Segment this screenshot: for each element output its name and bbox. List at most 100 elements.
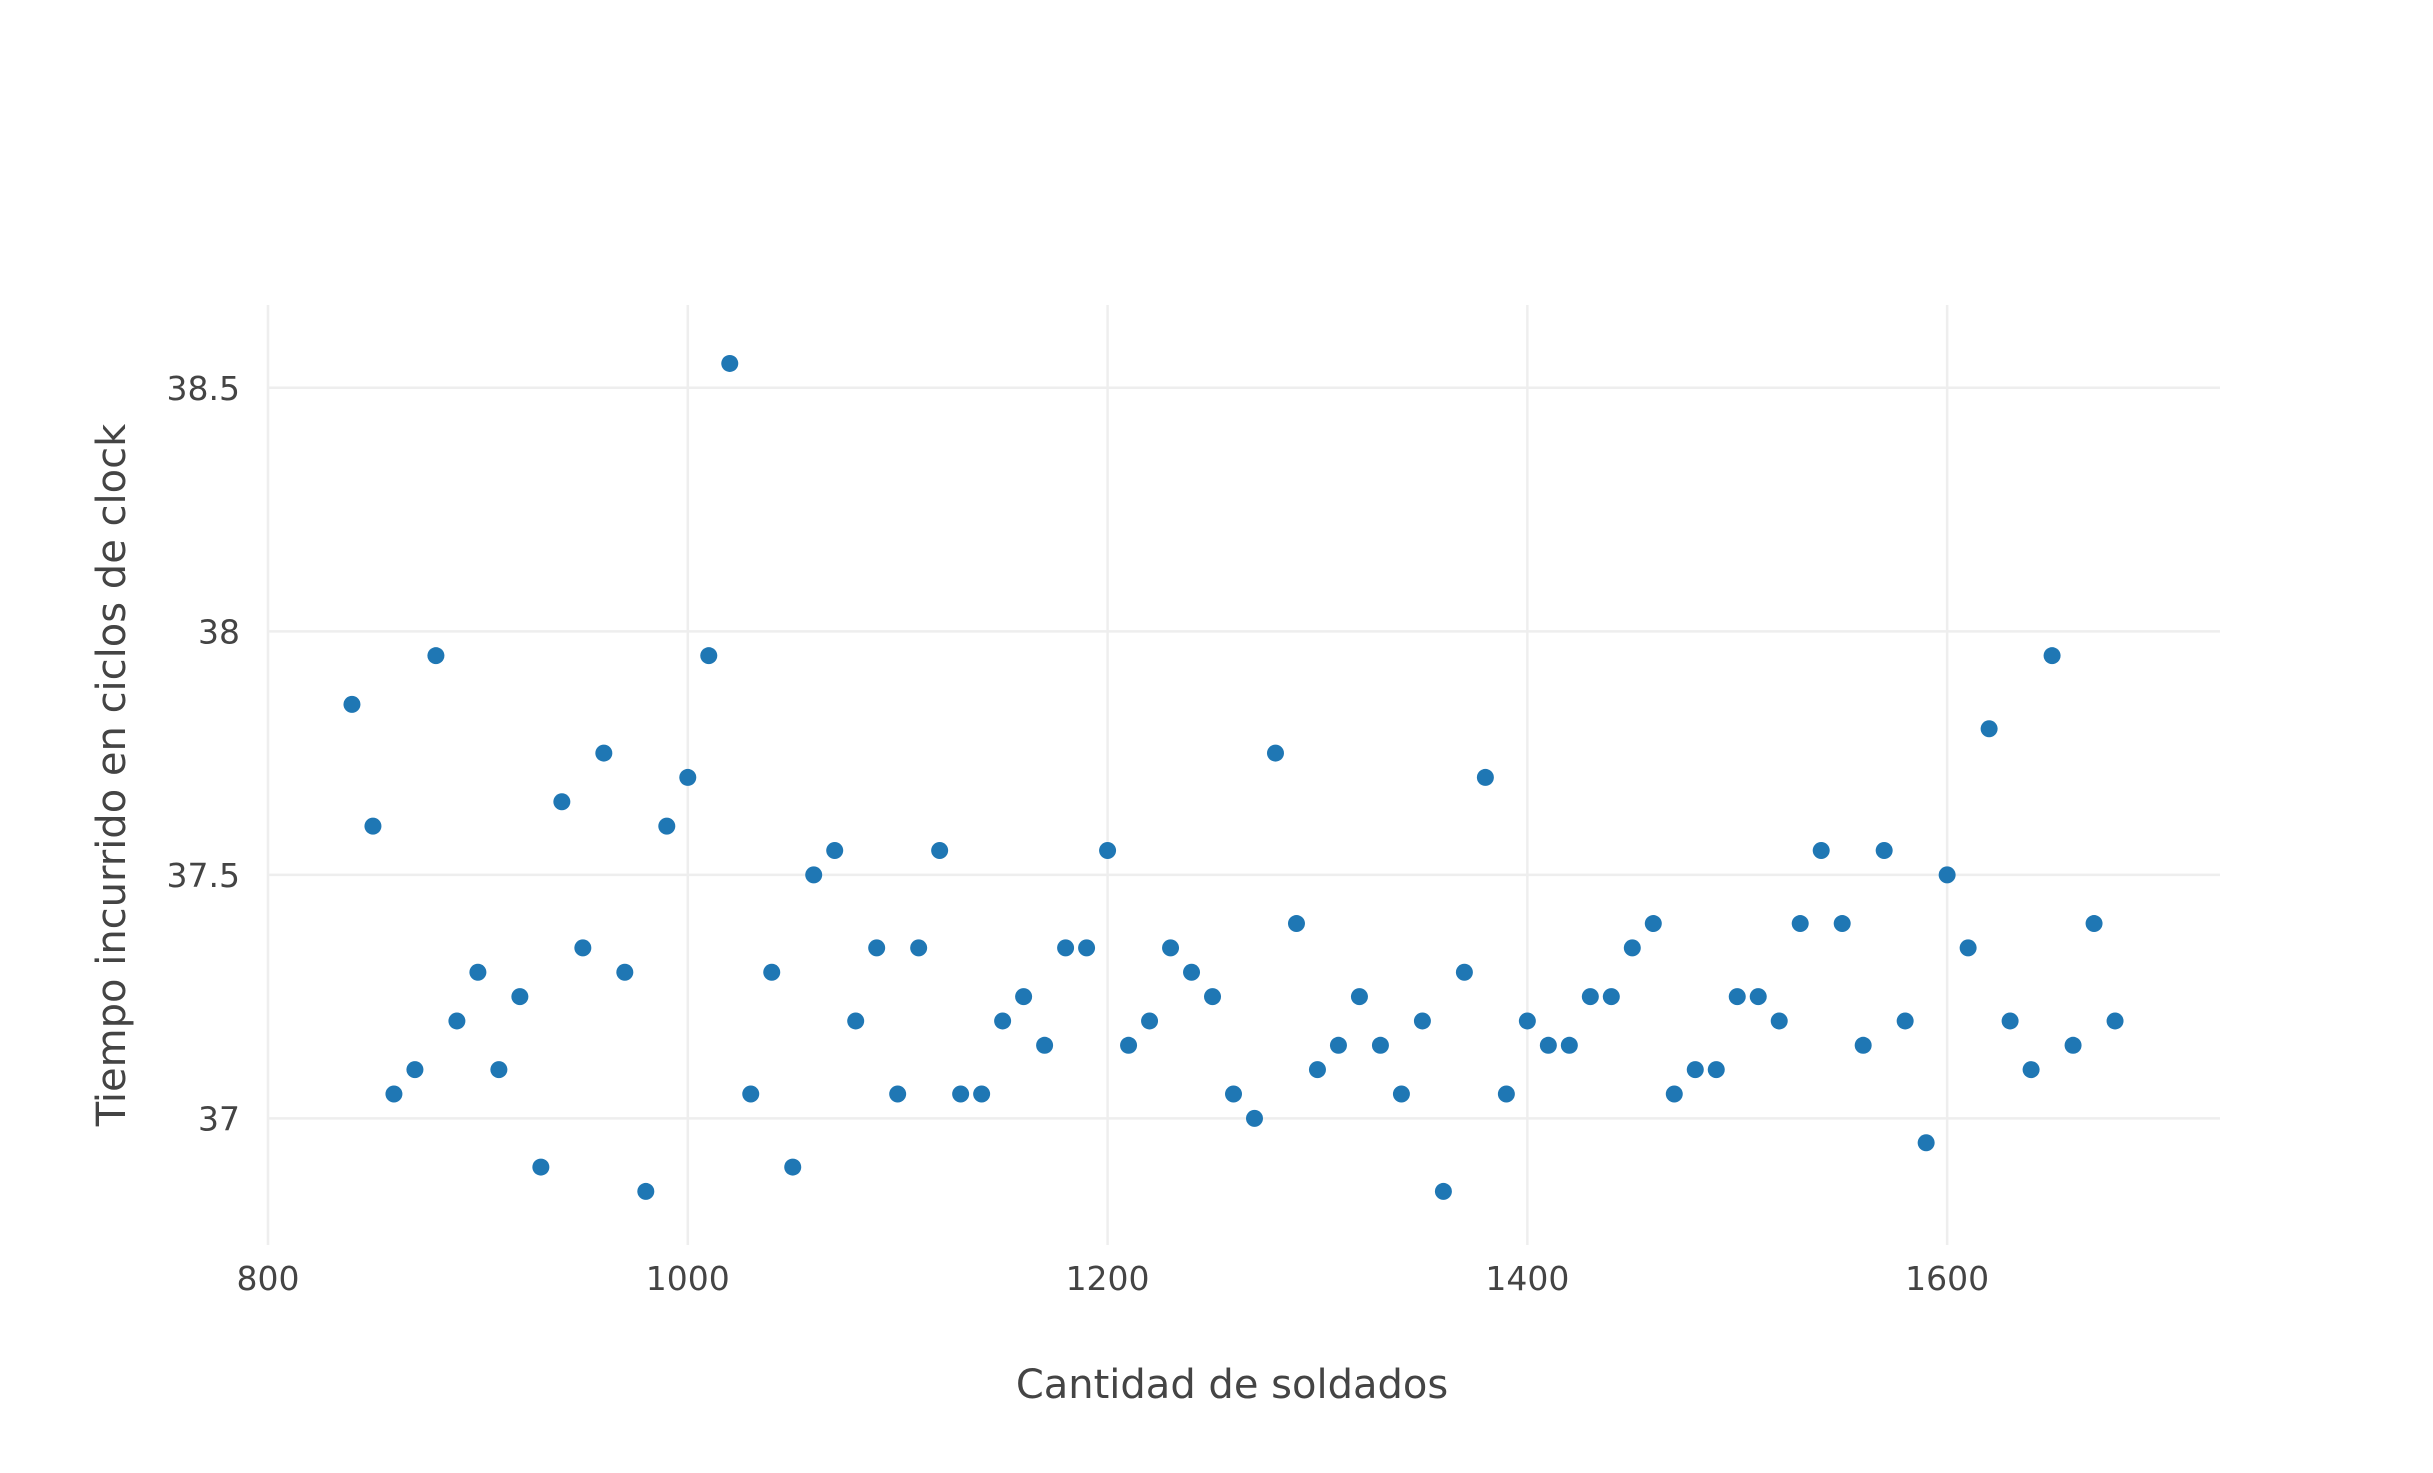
data-point[interactable] — [553, 793, 571, 811]
data-point[interactable] — [1791, 915, 1809, 933]
data-point[interactable] — [1812, 841, 1830, 859]
x-tick-label: 1400 — [1485, 1259, 1569, 1298]
data-point[interactable] — [1455, 963, 1473, 981]
data-point[interactable] — [1623, 939, 1641, 957]
data-point[interactable] — [1581, 988, 1599, 1006]
data-point[interactable] — [1644, 915, 1662, 933]
data-point[interactable] — [1434, 1182, 1452, 1200]
data-point[interactable] — [1245, 1109, 1263, 1127]
data-point[interactable] — [490, 1061, 508, 1079]
data-point[interactable] — [1036, 1036, 1054, 1054]
data-point[interactable] — [1518, 1012, 1536, 1030]
data-point[interactable] — [1308, 1061, 1326, 1079]
data-point[interactable] — [1875, 841, 1893, 859]
data-point[interactable] — [1938, 866, 1956, 884]
data-point[interactable] — [1770, 1012, 1788, 1030]
data-point[interactable] — [385, 1085, 403, 1103]
data-point[interactable] — [1749, 988, 1767, 1006]
data-point[interactable] — [532, 1158, 550, 1176]
data-point[interactable] — [427, 647, 445, 665]
data-point[interactable] — [847, 1012, 865, 1030]
grid-layer — [266, 305, 2220, 1245]
data-point[interactable] — [1854, 1036, 1872, 1054]
data-point[interactable] — [1896, 1012, 1914, 1030]
data-point[interactable] — [511, 988, 529, 1006]
data-point[interactable] — [1329, 1036, 1347, 1054]
data-point[interactable] — [1980, 720, 1998, 738]
data-point[interactable] — [1204, 988, 1222, 1006]
data-point[interactable] — [994, 1012, 1012, 1030]
data-point[interactable] — [826, 841, 844, 859]
data-point[interactable] — [1539, 1036, 1557, 1054]
data-point[interactable] — [1266, 744, 1284, 762]
data-point[interactable] — [1728, 988, 1746, 1006]
x-axis-title: Cantidad de soldados — [1016, 1362, 1448, 1408]
data-point[interactable] — [2001, 1012, 2019, 1030]
data-point[interactable] — [1371, 1036, 1389, 1054]
data-point[interactable] — [1707, 1061, 1725, 1079]
data-point[interactable] — [1287, 915, 1305, 933]
data-point[interactable] — [616, 963, 634, 981]
y-tick-label: 37 — [198, 1099, 240, 1138]
data-point[interactable] — [679, 768, 697, 786]
data-point[interactable] — [742, 1085, 760, 1103]
data-point[interactable] — [1665, 1085, 1683, 1103]
data-point[interactable] — [700, 647, 718, 665]
data-point[interactable] — [2085, 915, 2103, 933]
data-point[interactable] — [1162, 939, 1180, 957]
data-point[interactable] — [2043, 647, 2061, 665]
y-tick-label: 38.5 — [167, 369, 240, 408]
data-point[interactable] — [343, 695, 361, 713]
data-point[interactable] — [1959, 939, 1977, 957]
data-point[interactable] — [763, 963, 781, 981]
data-point[interactable] — [595, 744, 613, 762]
data-point[interactable] — [931, 841, 949, 859]
y-axis-title: Tiempo incurrido en ciclos de clock — [89, 423, 135, 1127]
data-point[interactable] — [1141, 1012, 1159, 1030]
data-point[interactable] — [1225, 1085, 1243, 1103]
data-point[interactable] — [1099, 841, 1117, 859]
data-point[interactable] — [805, 866, 823, 884]
data-point[interactable] — [1350, 988, 1368, 1006]
x-tick-label: 1000 — [646, 1259, 730, 1298]
y-tick-label: 37.5 — [167, 856, 240, 895]
tick-layer: 800 1000 1200 1400 1600 37 37.5 38 38.5 — [167, 369, 1990, 1298]
data-point[interactable] — [448, 1012, 466, 1030]
data-point[interactable] — [1120, 1036, 1138, 1054]
data-point[interactable] — [1686, 1061, 1704, 1079]
data-point[interactable] — [721, 354, 739, 372]
data-point[interactable] — [784, 1158, 802, 1176]
data-point[interactable] — [1833, 915, 1851, 933]
data-point[interactable] — [2022, 1061, 2040, 1079]
data-point[interactable] — [1560, 1036, 1578, 1054]
data-point[interactable] — [952, 1085, 970, 1103]
x-tick-label: 800 — [237, 1259, 300, 1298]
data-point[interactable] — [1183, 963, 1201, 981]
data-point[interactable] — [637, 1182, 655, 1200]
data-point[interactable] — [1413, 1012, 1431, 1030]
data-point[interactable] — [1497, 1085, 1515, 1103]
data-point[interactable] — [1078, 939, 1096, 957]
data-point[interactable] — [574, 939, 592, 957]
y-tick-label: 38 — [198, 612, 240, 651]
data-point[interactable] — [910, 939, 928, 957]
data-point[interactable] — [868, 939, 886, 957]
data-point[interactable] — [364, 817, 382, 835]
data-point[interactable] — [2106, 1012, 2124, 1030]
x-tick-label: 1600 — [1905, 1259, 1989, 1298]
data-point[interactable] — [1602, 988, 1620, 1006]
data-point[interactable] — [2064, 1036, 2082, 1054]
points-layer — [343, 354, 2124, 1200]
data-point[interactable] — [1917, 1134, 1935, 1152]
data-point[interactable] — [973, 1085, 991, 1103]
data-point[interactable] — [889, 1085, 907, 1103]
data-point[interactable] — [1057, 939, 1075, 957]
data-point[interactable] — [406, 1061, 424, 1079]
data-point[interactable] — [1392, 1085, 1410, 1103]
data-point[interactable] — [469, 963, 487, 981]
data-point[interactable] — [658, 817, 676, 835]
data-point[interactable] — [1476, 768, 1494, 786]
data-point[interactable] — [1015, 988, 1033, 1006]
